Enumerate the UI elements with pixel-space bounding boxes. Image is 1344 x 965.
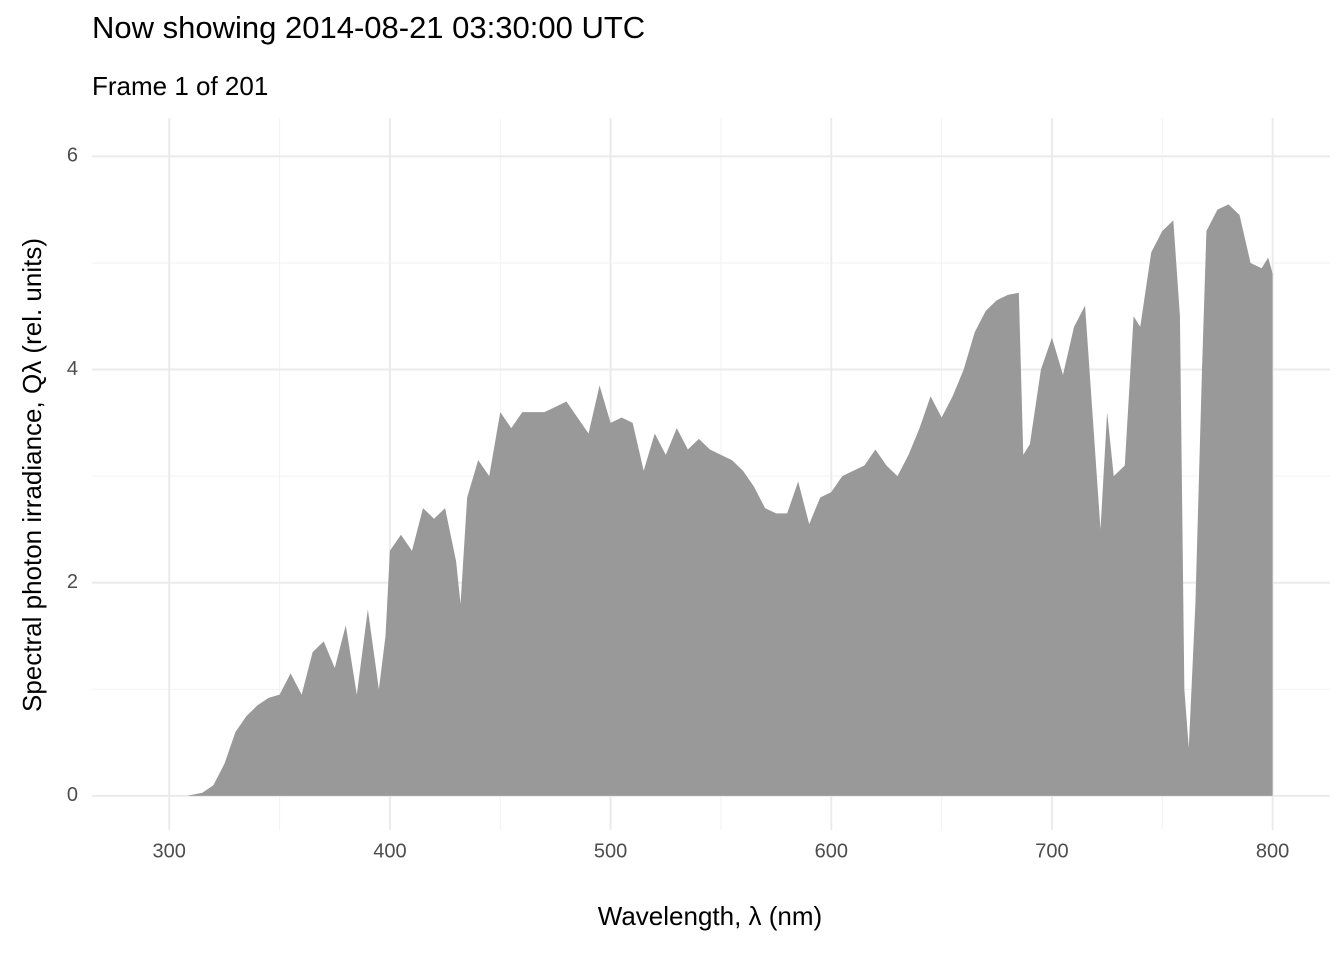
x-tick-label: 400 <box>373 840 406 862</box>
x-tick-label: 600 <box>815 840 848 862</box>
x-tick-label: 800 <box>1256 840 1289 862</box>
y-tick-label: 0 <box>67 784 78 806</box>
x-tick-label: 300 <box>153 840 186 862</box>
y-tick-label: 4 <box>67 358 78 380</box>
x-axis-label: Wavelength, λ (nm) <box>598 901 822 931</box>
chart-title: Now showing 2014-08-21 03:30:00 UTC <box>92 10 645 45</box>
y-tick-label: 6 <box>67 145 78 167</box>
spectrum-area <box>186 204 1273 796</box>
x-tick-label: 700 <box>1035 840 1068 862</box>
y-axis-label: Spectral photon irradiance, Qλ (rel. uni… <box>17 238 47 712</box>
y-tick-label: 2 <box>67 571 78 593</box>
x-tick-label: 500 <box>594 840 627 862</box>
chart-subtitle: Frame 1 of 201 <box>92 71 268 101</box>
